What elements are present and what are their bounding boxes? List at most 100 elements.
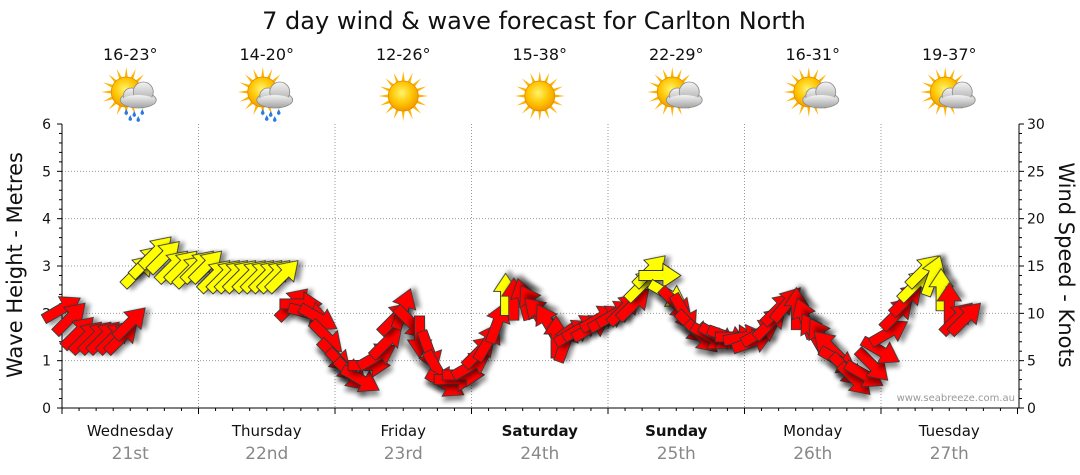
sun-ray	[554, 94, 565, 98]
wind-arrow	[339, 364, 380, 392]
wind-arrow	[859, 335, 900, 364]
sun-ray	[253, 68, 259, 79]
sun-disc	[387, 80, 419, 112]
wind-arrow	[145, 241, 180, 276]
sun-ray	[920, 90, 931, 94]
cloud-shape	[665, 81, 703, 109]
day-name: Thursday	[231, 422, 302, 440]
sun-ray	[549, 78, 558, 87]
sun-ray	[530, 72, 536, 83]
sun-ray	[922, 96, 933, 102]
y-right-tick-label: 15	[1027, 259, 1045, 275]
sun-ray	[954, 74, 963, 83]
rain-drops	[124, 109, 145, 122]
y-right-tick-label: 0	[1027, 401, 1036, 417]
y-right-tick-label: 25	[1027, 164, 1045, 180]
sun-ray	[807, 67, 811, 78]
sun-icon	[514, 71, 565, 121]
sun-ray	[538, 110, 542, 121]
sun-ray	[943, 106, 947, 117]
sun-rays	[514, 71, 565, 121]
day-date: 21st	[112, 444, 149, 464]
rain-drop	[128, 115, 133, 121]
sun-ray	[239, 82, 250, 88]
sun-ray	[108, 101, 117, 110]
sun-ray	[922, 82, 933, 88]
y-left-tick-label: 6	[42, 117, 51, 133]
sun-ray	[799, 68, 805, 79]
rain-drop	[268, 111, 273, 117]
sun-ray	[116, 68, 122, 79]
day-temperature: 16-23°	[103, 45, 158, 64]
wind-arrow	[187, 250, 223, 286]
sun-ray	[412, 105, 421, 114]
sun-rays	[378, 71, 429, 121]
sun-ray	[516, 86, 527, 92]
y-left-tick-label: 0	[42, 401, 51, 417]
day-temperature: 14-20°	[240, 45, 295, 64]
sun-ray	[272, 74, 281, 83]
sun-ray	[380, 86, 391, 92]
sun-ray	[783, 90, 794, 94]
day-name: Friday	[381, 422, 427, 440]
day-name: Saturday	[502, 422, 579, 440]
sun-ray	[522, 78, 531, 87]
sun-ray	[416, 86, 427, 92]
chart-title: 7 day wind & wave forecast for Carlton N…	[262, 7, 806, 35]
sun-ray	[253, 105, 259, 116]
cloud-shape	[119, 81, 157, 109]
sun-ray	[791, 74, 800, 83]
sun-ray	[245, 101, 254, 110]
sun-ray	[552, 100, 563, 106]
sun-ray	[785, 82, 796, 88]
sun-ray	[516, 100, 527, 106]
sun-ray	[670, 106, 674, 117]
sun-ray	[239, 96, 250, 102]
sun-ray	[514, 94, 525, 98]
sun-ray	[401, 110, 405, 121]
sun-ray	[245, 74, 254, 83]
sun-ray	[681, 74, 690, 83]
day-headers: 16-23° Wednesday 21st 14-20° Thursday 22nd 12-…	[87, 45, 980, 464]
day-temperature: 22-29°	[649, 45, 704, 64]
wind-arrow	[638, 262, 682, 289]
y-left-tick-label: 1	[42, 354, 51, 370]
day-date: 23rd	[384, 444, 423, 464]
sun-ray	[124, 67, 128, 78]
cloud-fill	[940, 95, 975, 107]
sun-ray	[649, 82, 660, 88]
sun-ray	[108, 74, 117, 83]
rain-drop	[272, 116, 277, 122]
rain-drop	[124, 109, 129, 115]
day-name: Wednesday	[87, 422, 174, 440]
rain-drop	[276, 109, 281, 115]
sun-ray	[654, 74, 663, 83]
sun-ray	[407, 72, 413, 83]
sun-ray	[412, 78, 421, 87]
sun-ray	[943, 67, 947, 78]
y-axis-left-label: Wave Height - Metres	[3, 152, 27, 378]
sun-ray	[662, 68, 668, 79]
y-axis-right-label: Wind Speed - Knots	[1054, 162, 1078, 367]
sun-ray	[135, 74, 144, 83]
day-temperature: 19-37°	[922, 45, 977, 64]
y-right-tick-label: 5	[1027, 354, 1036, 370]
y-left-tick-label: 3	[42, 259, 51, 275]
sun-ray	[670, 67, 674, 78]
cloud-shape	[256, 81, 294, 109]
sun-disc	[524, 80, 556, 112]
y-left-tick-label: 5	[42, 164, 51, 180]
sun-ray	[927, 74, 936, 83]
day-date: 24th	[520, 444, 559, 464]
day-date: 26th	[793, 444, 832, 464]
sun-ray	[237, 90, 248, 94]
wind-arrow	[920, 255, 946, 298]
sun-cloud-rain-icon	[237, 67, 294, 122]
cloud-fill	[667, 95, 702, 107]
sun-ray	[649, 96, 660, 102]
sun-ray	[549, 105, 558, 114]
sun-ray	[647, 90, 658, 94]
cloud-fill	[803, 95, 838, 107]
cloud-shape	[802, 81, 840, 109]
day-date: 27th	[930, 444, 969, 464]
